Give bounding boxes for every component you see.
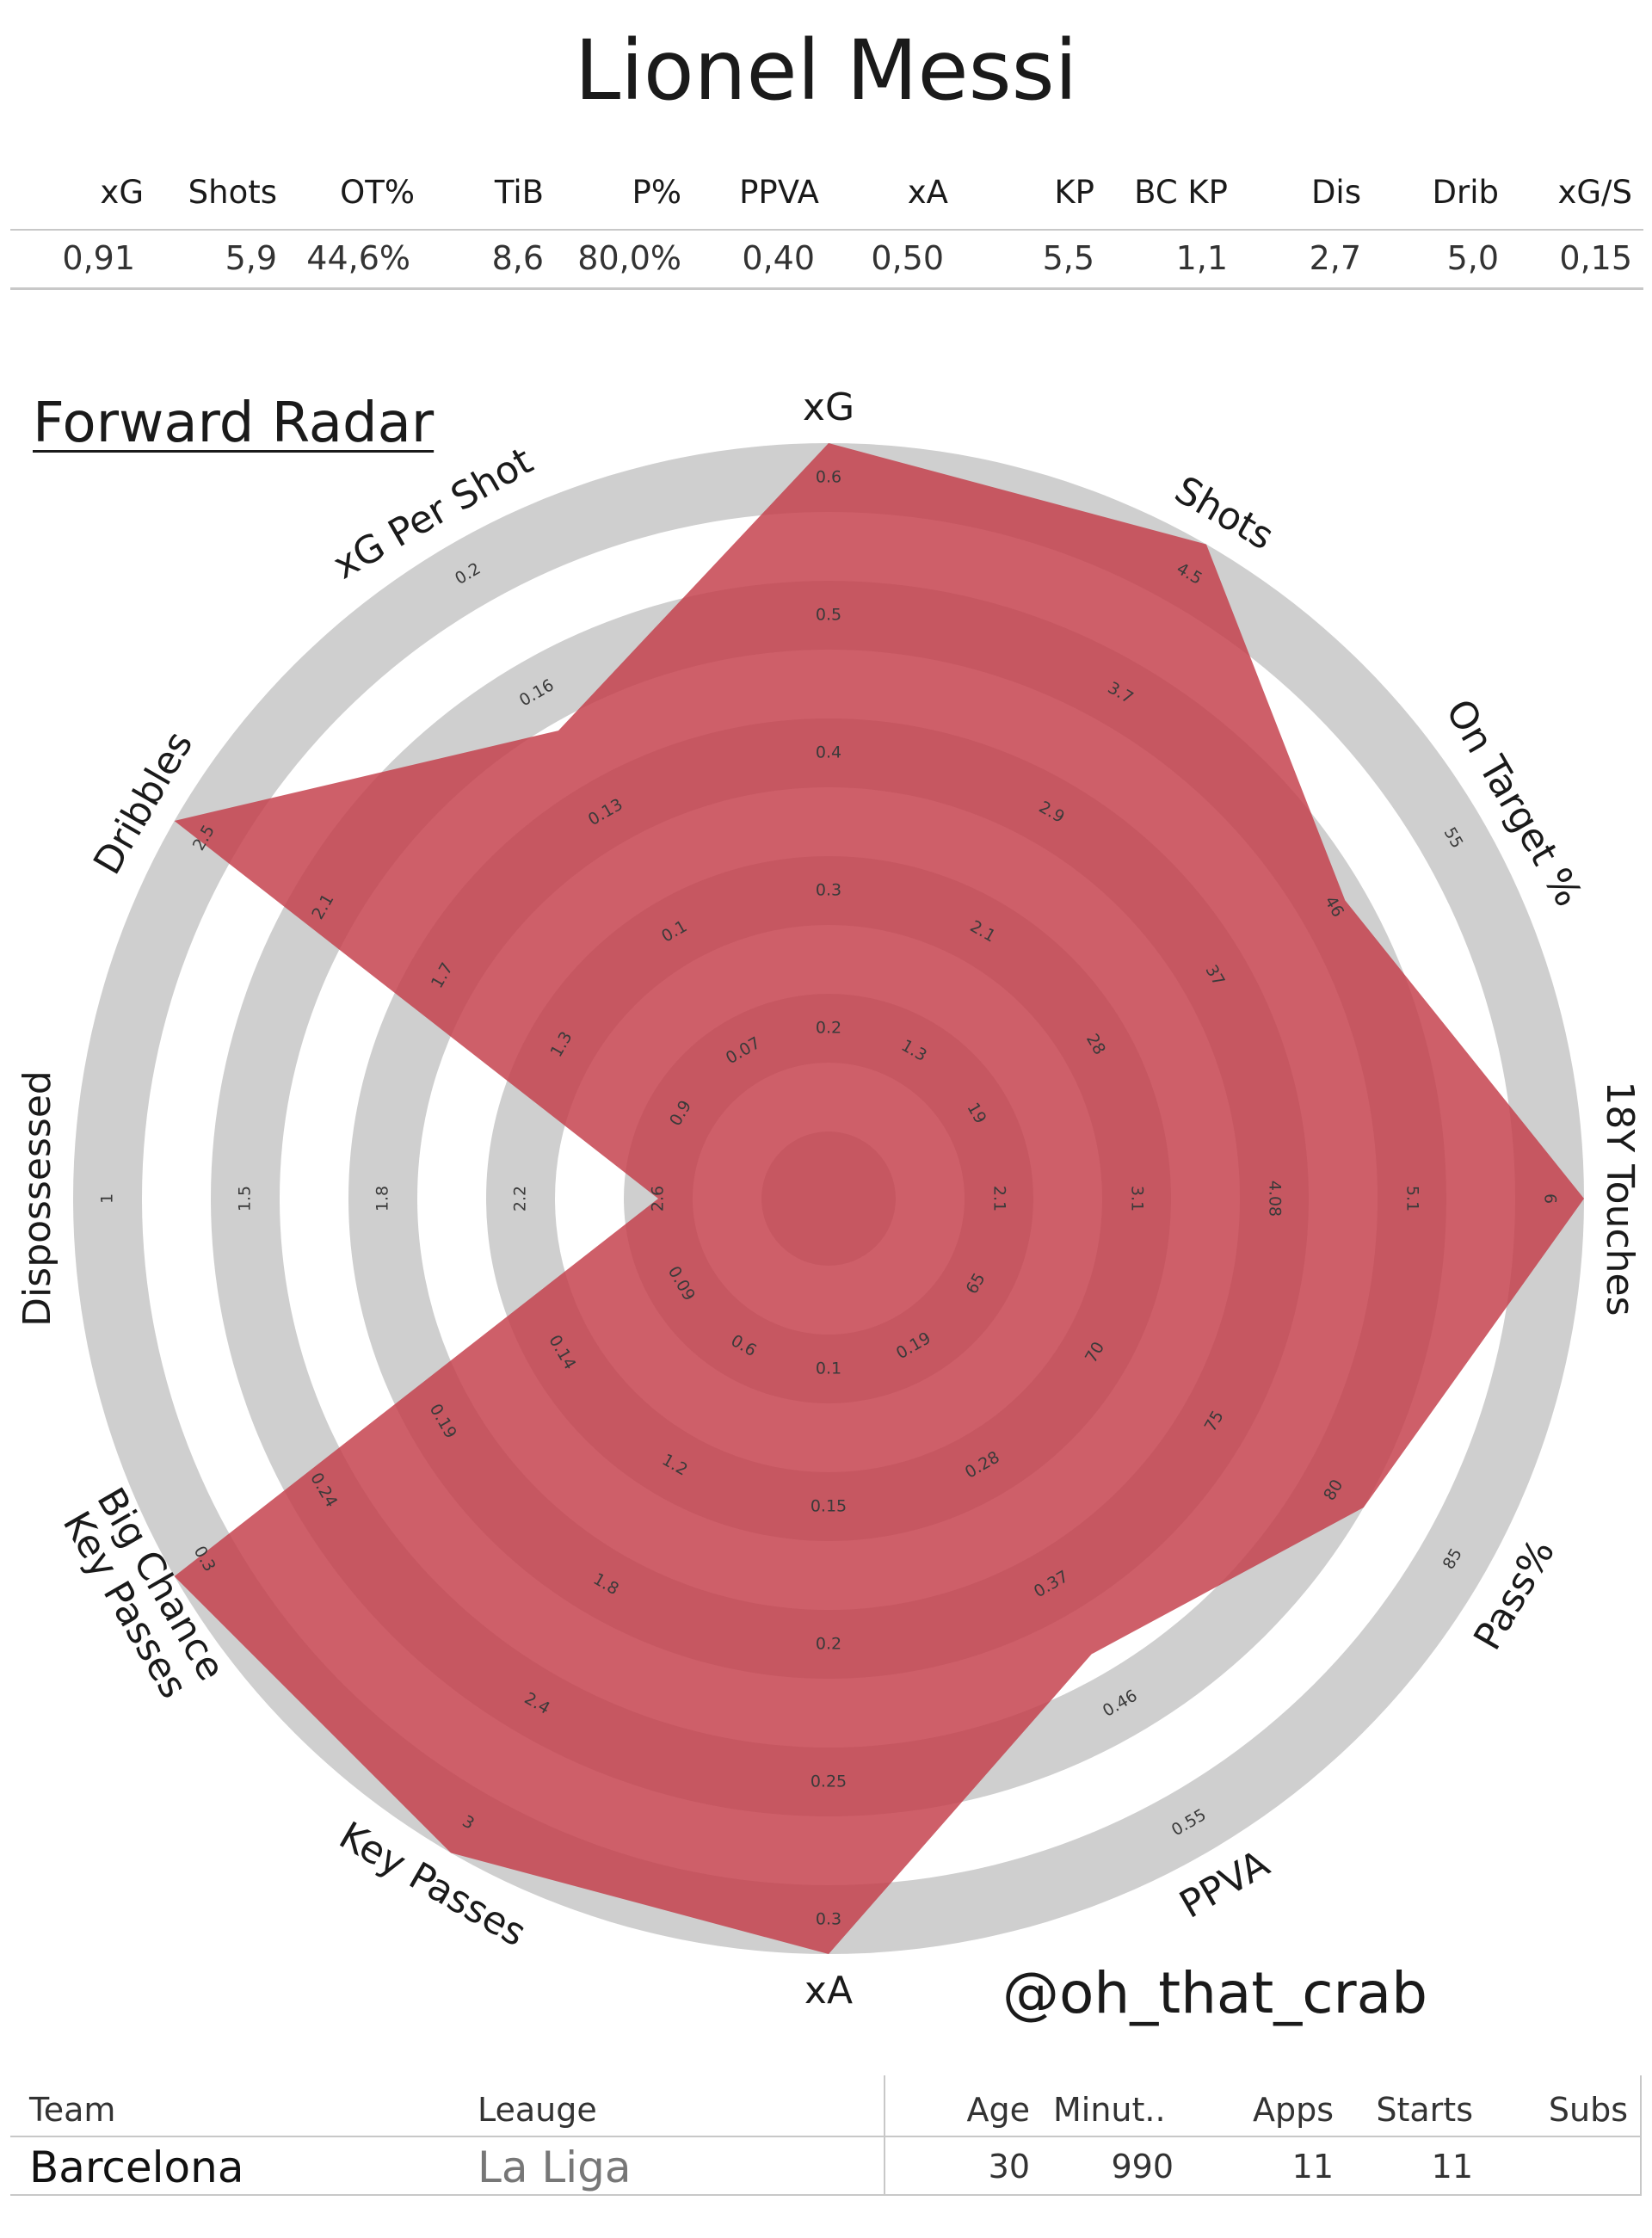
header-team: Team [29,2091,116,2129]
stat-header: Shots [188,174,277,211]
value-apps: 11 [1291,2148,1334,2186]
radar-tick-label: 0.6 [816,468,841,487]
radar-axis-label: Dispossessed [15,1070,59,1327]
value-age: 30 [988,2148,1030,2186]
stat-value: 5,5 [1042,239,1094,277]
radar-axis-label: xG [803,385,854,429]
stat-header: TiB [494,174,544,211]
stat-value: 44,6% [306,239,410,277]
player-info-table: Team Leauge Age Minut.. Apps Starts Subs… [10,2075,1642,2196]
stat-header: BC KP [1134,174,1228,211]
stat-header: P% [632,174,681,211]
stat-value: 5,9 [225,239,277,277]
table-divider [10,2136,1642,2137]
stats-values-row: 0,91 5,9 44,6% 8,6 80,0% 0,40 0,50 5,5 1… [10,229,1643,290]
table-divider [10,2194,1642,2196]
stat-header: Drib [1432,174,1499,211]
stat-header: PPVA [739,174,819,211]
radar-axis-label: 18Y Touches [1598,1081,1642,1316]
radar-tick-label: 0.3 [816,881,841,900]
stat-value: 0,40 [742,239,815,277]
radar-chart: 0.20.30.40.50.61.32.12.93.74.51928374655… [15,385,1642,2013]
header-starts: Starts [1376,2091,1473,2129]
stat-value: 8,6 [491,239,544,277]
header-subs: Subs [1548,2091,1628,2129]
radar-polygon [174,443,1585,1954]
stat-header: Dis [1310,174,1361,211]
stat-value: 1,1 [1175,239,1228,277]
value-minutes: 990 [1111,2148,1174,2186]
header-minutes: Minut.. [1053,2091,1166,2129]
stat-value: 0,15 [1559,239,1632,277]
stat-value: 0,91 [62,239,135,277]
radar-tick-label: 0.1 [816,1359,841,1378]
stat-header: OT% [340,174,415,211]
radar-tick-label: 5.1 [1403,1186,1422,1211]
radar-tick-label: 0.2 [816,1635,841,1654]
stat-header: KP [1054,174,1094,211]
table-divider [1640,2075,1642,2196]
header-apps: Apps [1252,2091,1334,2129]
radar-tick-label: 2.1 [990,1186,1009,1211]
player-name-title: Lionel Messi [574,22,1078,119]
stat-header: xG [100,174,144,211]
radar-tick-label: 1 [98,1193,117,1204]
radar-tick-label: 0.3 [816,1910,841,1929]
value-team: Barcelona [29,2142,244,2192]
radar-tick-label: 1.5 [236,1186,255,1211]
stat-header: xG/S [1557,174,1632,211]
header-league: Leauge [478,2091,597,2129]
radar-tick-label: 3.1 [1128,1186,1147,1211]
radar-tick-label: 0.25 [811,1773,847,1791]
radar-tick-label: 0.15 [811,1497,847,1516]
radar-tick-label: 6 [1541,1193,1560,1204]
radar-tick-label: 4.08 [1266,1181,1285,1217]
header-age: Age [966,2091,1031,2129]
value-league: La Liga [478,2142,632,2192]
stat-value: 80,0% [577,239,681,277]
stat-value: 5,0 [1446,239,1499,277]
watermark-handle: @oh_that_crab [1002,1960,1428,2026]
radar-tick-label: 0.4 [816,743,841,762]
stat-value: 2,7 [1309,239,1361,277]
stats-header-row: xG Shots OT% TiB P% PPVA xA KP BC KP Dis… [10,160,1643,231]
radar-tick-label: 0.5 [816,606,841,625]
stat-header: xA [907,174,948,211]
stat-value: 0,50 [871,239,944,277]
radar-tick-label: 0.2 [816,1019,841,1038]
radar-tick-label: 2.6 [649,1186,668,1211]
value-starts: 11 [1431,2148,1473,2186]
radar-tick-label: 2.2 [511,1186,530,1211]
radar-tick-label: 1.8 [373,1186,392,1211]
radar-title: Forward Radar [33,391,435,455]
radar-axis-label: xA [804,1969,853,2013]
